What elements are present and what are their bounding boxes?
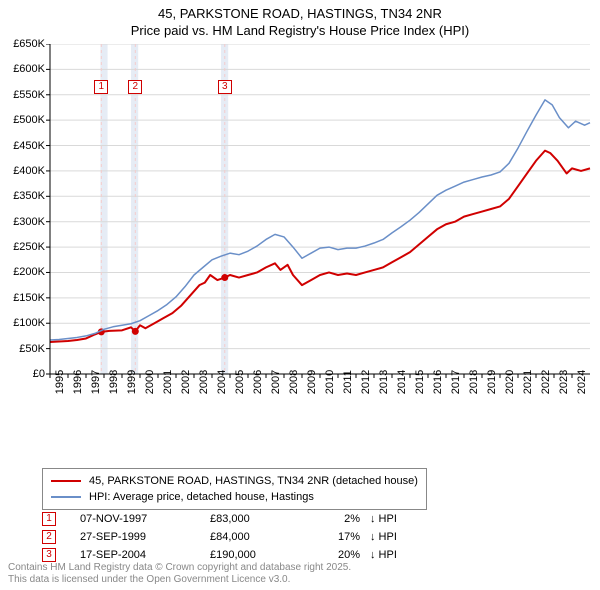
sales-row-hpi: ↓ HPI xyxy=(360,531,410,543)
chart-area: £0 £50K £100K £150K £200K £250K £300K £350K £400… xyxy=(5,44,595,414)
legend-row: 45, PARKSTONE ROAD, HASTINGS, TN34 2NR (… xyxy=(51,473,418,489)
sales-row-price: £83,000 xyxy=(210,513,310,525)
legend-swatch xyxy=(51,480,81,482)
y-tick-label: £450K xyxy=(13,140,45,152)
x-tick-label: 2008 xyxy=(288,370,300,394)
sales-row-hpi: ↓ HPI xyxy=(360,549,410,561)
y-tick-label: £100K xyxy=(13,317,45,329)
chart-title-line1: 45, PARKSTONE ROAD, HASTINGS, TN34 2NR xyxy=(0,0,600,21)
sales-row-marker: 2 xyxy=(42,530,56,544)
x-tick-label: 1997 xyxy=(90,370,102,394)
legend-row: HPI: Average price, detached house, Hast… xyxy=(51,489,418,505)
x-tick-label: 2011 xyxy=(342,370,354,394)
chart-svg xyxy=(5,44,595,414)
x-tick-label: 2010 xyxy=(324,370,336,394)
sale-marker: 1 xyxy=(94,80,108,94)
legend-label: 45, PARKSTONE ROAD, HASTINGS, TN34 2NR (… xyxy=(89,475,418,487)
x-tick-label: 2019 xyxy=(486,370,498,394)
legend-label: HPI: Average price, detached house, Hast… xyxy=(89,491,314,503)
sales-row-price: £84,000 xyxy=(210,531,310,543)
y-tick-label: £500K xyxy=(13,114,45,126)
sales-row-diff: 17% xyxy=(310,531,360,543)
sale-marker: 3 xyxy=(218,80,232,94)
y-tick-label: £650K xyxy=(13,38,45,50)
y-tick-label: £0 xyxy=(33,368,45,380)
legend: 45, PARKSTONE ROAD, HASTINGS, TN34 2NR (… xyxy=(42,468,427,510)
sales-row-diff: 20% xyxy=(310,549,360,561)
sale-marker: 2 xyxy=(128,80,142,94)
sales-row-marker: 3 xyxy=(42,548,56,562)
x-tick-label: 2009 xyxy=(306,370,318,394)
x-tick-label: 2022 xyxy=(540,370,552,394)
sales-row: 2 27-SEP-1999£84,00017%↓ HPI xyxy=(42,528,410,546)
y-tick-label: £250K xyxy=(13,241,45,253)
x-tick-label: 2020 xyxy=(504,370,516,394)
sales-row-date: 07-NOV-1997 xyxy=(80,513,210,525)
x-tick-label: 2015 xyxy=(414,370,426,394)
x-tick-label: 1998 xyxy=(108,370,120,394)
x-tick-label: 2017 xyxy=(450,370,462,394)
sales-row-hpi: ↓ HPI xyxy=(360,513,410,525)
x-tick-label: 2006 xyxy=(252,370,264,394)
legend-swatch xyxy=(51,496,81,498)
x-tick-label: 1999 xyxy=(126,370,138,394)
attribution-line1: Contains HM Land Registry data © Crown c… xyxy=(8,562,351,574)
attribution: Contains HM Land Registry data © Crown c… xyxy=(8,562,351,586)
sales-row-date: 17-SEP-2004 xyxy=(80,549,210,561)
x-tick-label: 2005 xyxy=(234,370,246,394)
y-tick-label: £550K xyxy=(13,89,45,101)
x-tick-label: 2023 xyxy=(558,370,570,394)
y-tick-label: £300K xyxy=(13,216,45,228)
x-tick-label: 2021 xyxy=(522,370,534,394)
y-tick-label: £200K xyxy=(13,266,45,278)
y-tick-label: £50K xyxy=(19,343,45,355)
x-tick-label: 2013 xyxy=(378,370,390,394)
x-tick-label: 2004 xyxy=(216,370,228,394)
x-tick-label: 2007 xyxy=(270,370,282,394)
sales-table: 107-NOV-1997£83,0002%↓ HPI227-SEP-1999£8… xyxy=(42,510,410,564)
y-tick-label: £400K xyxy=(13,165,45,177)
x-tick-label: 2001 xyxy=(162,370,174,394)
y-tick-label: £150K xyxy=(13,292,45,304)
chart-title-line2: Price paid vs. HM Land Registry's House … xyxy=(0,21,600,44)
x-tick-label: 1996 xyxy=(72,370,84,394)
x-tick-label: 1995 xyxy=(54,370,66,394)
y-tick-label: £350K xyxy=(13,190,45,202)
y-tick-label: £600K xyxy=(13,63,45,75)
sales-row-diff: 2% xyxy=(310,513,360,525)
x-tick-label: 2018 xyxy=(468,370,480,394)
attribution-line2: This data is licensed under the Open Gov… xyxy=(8,574,351,586)
x-tick-label: 2000 xyxy=(144,370,156,394)
x-tick-label: 2024 xyxy=(576,370,588,394)
x-tick-label: 2003 xyxy=(198,370,210,394)
sales-row-price: £190,000 xyxy=(210,549,310,561)
sales-row-date: 27-SEP-1999 xyxy=(80,531,210,543)
x-tick-label: 2002 xyxy=(180,370,192,394)
x-tick-label: 2016 xyxy=(432,370,444,394)
sales-row: 1 07-NOV-1997£83,0002%↓ HPI xyxy=(42,510,410,528)
sales-row-marker: 1 xyxy=(42,512,56,526)
x-tick-label: 2014 xyxy=(396,370,408,394)
x-tick-label: 2012 xyxy=(360,370,372,394)
